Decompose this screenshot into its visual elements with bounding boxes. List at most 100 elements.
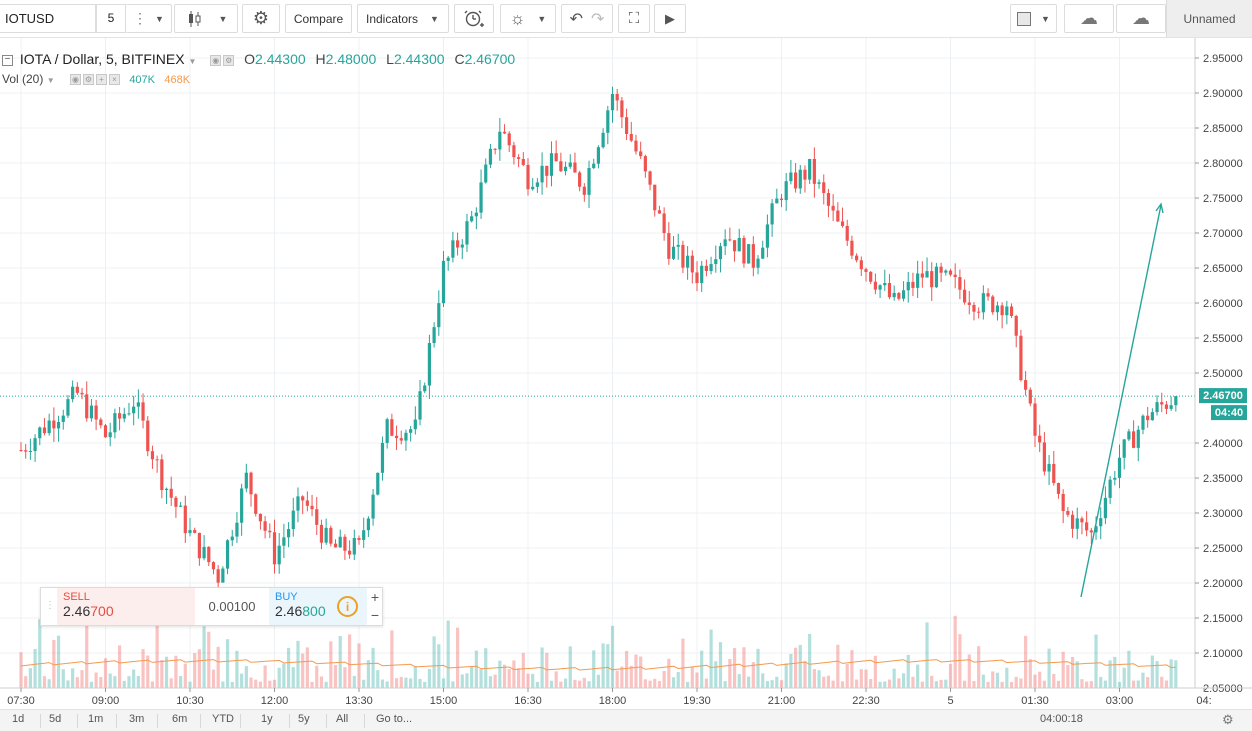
candle-up: [240, 488, 244, 523]
info-icon[interactable]: i: [337, 596, 358, 617]
candle-down: [310, 505, 314, 510]
candle-down: [793, 172, 798, 189]
save-layout-button[interactable]: ☁: [1116, 4, 1166, 33]
undo-icon[interactable]: ↶: [569, 10, 583, 28]
divider: [157, 714, 158, 728]
candle-up: [286, 529, 291, 538]
volume-title[interactable]: Vol (20): [2, 72, 44, 86]
candle-up: [756, 258, 760, 268]
alert-button[interactable]: [454, 4, 494, 33]
redo-icon[interactable]: ↷: [591, 10, 605, 28]
price-axis[interactable]: [1195, 38, 1252, 688]
range-button-5y[interactable]: 5y: [298, 713, 310, 725]
candle-up: [484, 164, 488, 183]
eye-icon[interactable]: ◉: [210, 54, 222, 66]
volume-bar: [549, 680, 554, 688]
close-label: C: [454, 51, 465, 67]
volume-bar: [455, 627, 460, 688]
minus-button[interactable]: −: [370, 607, 380, 623]
candle-down: [573, 162, 577, 173]
load-layout-button[interactable]: ☁: [1064, 4, 1114, 33]
candle-down: [268, 530, 272, 533]
range-button-6m[interactable]: 6m: [172, 713, 188, 725]
drag-handle-icon[interactable]: ⋮⋮: [45, 600, 64, 611]
volume-bar: [94, 672, 98, 688]
interval-input[interactable]: 5: [96, 4, 126, 33]
candle-up: [1136, 429, 1140, 448]
settings-icon[interactable]: ⚙: [82, 74, 94, 86]
candle-up: [671, 246, 676, 259]
volume-bar: [399, 676, 403, 688]
interval-dropdown[interactable]: ⋮ ▼: [126, 4, 172, 33]
candle-down: [1038, 435, 1042, 443]
candle-up: [132, 406, 136, 414]
volume-bar: [33, 648, 37, 688]
price-tick-label: 2.35000: [1203, 473, 1243, 485]
ideas-button[interactable]: ☼ ▼: [500, 4, 556, 33]
replay-button[interactable]: ▶: [654, 4, 686, 33]
gear-icon[interactable]: ⚙: [1222, 712, 1234, 727]
range-button-1m[interactable]: 1m: [88, 713, 104, 725]
candle-down: [643, 156, 647, 172]
layout-name-button[interactable]: Unnamed: [1166, 0, 1252, 37]
candle-down: [174, 497, 178, 507]
range-button-ytd[interactable]: YTD: [212, 713, 234, 725]
drawing-style-button[interactable]: ▼: [1010, 4, 1057, 33]
series-title[interactable]: IOTA / Dollar, 5, BITFINEX: [19, 51, 185, 67]
volume-bar: [235, 650, 239, 688]
chevron-down-icon: ▼: [430, 13, 439, 24]
volume-bar: [409, 678, 413, 688]
plus-button[interactable]: +: [370, 589, 380, 605]
volume-bar: [258, 681, 263, 688]
volume-bar: [117, 645, 122, 688]
range-button-3m[interactable]: 3m: [129, 713, 145, 725]
candle-up: [563, 166, 568, 172]
volume-bar: [1042, 680, 1046, 688]
time-tick-label: 12:00: [261, 695, 289, 707]
indicators-button[interactable]: Indicators ▼: [357, 4, 449, 33]
close-icon[interactable]: ×: [108, 74, 120, 86]
price-tick-label: 2.05000: [1203, 683, 1243, 695]
price-axis-labels: 2.95000 2.90000 2.85000 2.80000 2.75000 2.700…: [1195, 53, 1243, 695]
time-tick-label: 03:00: [1106, 695, 1134, 707]
sell-button[interactable]: SELL 2.46700: [57, 588, 195, 625]
range-button-1y[interactable]: 1y: [261, 713, 273, 725]
symbol-input[interactable]: IOTUSD: [0, 4, 96, 33]
candle-down: [1056, 482, 1061, 494]
range-button-5d[interactable]: 5d: [49, 713, 62, 725]
range-button-1d[interactable]: 1d: [12, 713, 25, 725]
settings-icon[interactable]: ⚙: [223, 54, 235, 66]
candle-down: [662, 213, 666, 234]
volume-bar: [108, 673, 112, 688]
candle-up: [765, 224, 770, 248]
volume-bar: [52, 639, 56, 688]
trend-arrow[interactable]: [1080, 202, 1164, 598]
candle-up: [127, 413, 131, 415]
volume-bar: [38, 619, 42, 688]
candle-down: [554, 153, 558, 162]
goto-button[interactable]: Go to...: [376, 713, 413, 725]
candle-up: [601, 132, 605, 148]
cloud-upload-icon: ☁: [1132, 8, 1150, 28]
volume-bar: [1108, 660, 1112, 688]
candle-down: [803, 169, 807, 180]
volume-bar: [873, 655, 877, 688]
range-button-all[interactable]: All: [336, 713, 349, 725]
compare-button[interactable]: Compare: [285, 4, 352, 33]
fullscreen-button[interactable]: ⛶: [618, 4, 650, 33]
candle-up: [385, 419, 389, 443]
volume-bar: [1024, 635, 1028, 688]
plus-icon[interactable]: +: [95, 74, 107, 86]
eye-icon[interactable]: ◉: [69, 74, 81, 86]
candle-down: [962, 289, 967, 303]
volume-bar: [967, 654, 971, 688]
chevron-down-icon[interactable]: ▼: [188, 57, 197, 66]
price-chart[interactable]: 2.95000 2.90000 2.85000 2.80000 2.75000 2.700…: [0, 38, 1252, 709]
chart-style-button[interactable]: ▼: [174, 4, 238, 33]
candle-down: [850, 240, 854, 256]
time-tick-label: 16:30: [514, 695, 542, 707]
collapse-icon[interactable]: −: [2, 54, 13, 66]
chevron-down-icon[interactable]: ▼: [46, 76, 55, 85]
settings-button[interactable]: ⚙: [242, 4, 280, 33]
candle-down: [953, 274, 957, 278]
